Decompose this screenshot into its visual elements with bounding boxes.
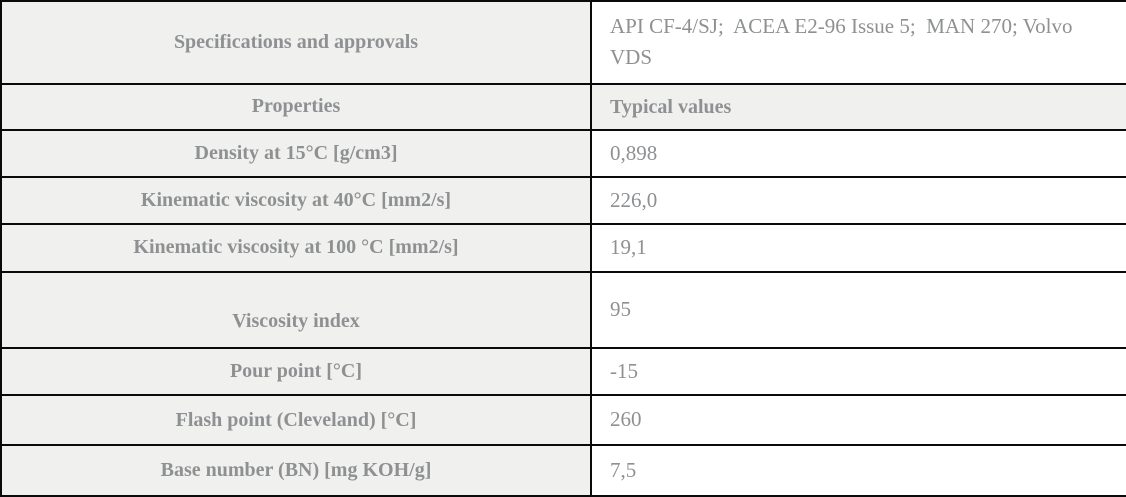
- typical-values-column-header: Typical values: [590, 82, 1126, 131]
- viscosity-index-value: 95: [590, 270, 1126, 350]
- table-row-pour-point: Pour point [°C] -15: [0, 347, 1126, 396]
- properties-column-header: Properties: [0, 82, 592, 131]
- table-row-flash-point: Flash point (Cleveland) [°C] 260: [0, 393, 1126, 447]
- pour-point-label: Pour point [°C]: [0, 347, 592, 396]
- table-row-viscosity-40: Kinematic viscosity at 40°C [mm2/s] 226,…: [0, 176, 1126, 226]
- density-value: 0,898: [590, 128, 1126, 179]
- specifications-approvals-label: Specifications and approvals: [0, 0, 592, 85]
- flash-point-value: 260: [590, 393, 1126, 447]
- viscosity-index-label: Viscosity index: [0, 270, 592, 350]
- viscosity-40-label: Kinematic viscosity at 40°C [mm2/s]: [0, 176, 592, 226]
- specifications-approvals-value: API CF-4/SJ; ACEA E2-96 Issue 5; MAN 270…: [590, 0, 1126, 85]
- pour-point-value: -15: [590, 347, 1126, 396]
- table-row-viscosity-index: Viscosity index 95: [0, 270, 1126, 350]
- viscosity-40-value: 226,0: [590, 176, 1126, 226]
- table-row-specifications: Specifications and approvals API CF-4/SJ…: [0, 0, 1126, 85]
- table-row-density: Density at 15°C [g/cm3] 0,898: [0, 128, 1126, 179]
- flash-point-label: Flash point (Cleveland) [°C]: [0, 393, 592, 447]
- table-row-viscosity-100: Kinematic viscosity at 100 °C [mm2/s] 19…: [0, 223, 1126, 273]
- base-number-label: Base number (BN) [mg KOH/g]: [0, 444, 592, 497]
- table-row-base-number: Base number (BN) [mg KOH/g] 7,5: [0, 444, 1126, 497]
- density-label: Density at 15°C [g/cm3]: [0, 128, 592, 179]
- viscosity-100-value: 19,1: [590, 223, 1126, 273]
- base-number-value: 7,5: [590, 444, 1126, 497]
- viscosity-100-label: Kinematic viscosity at 100 °C [mm2/s]: [0, 223, 592, 273]
- table-row-column-headers: Properties Typical values: [0, 82, 1126, 131]
